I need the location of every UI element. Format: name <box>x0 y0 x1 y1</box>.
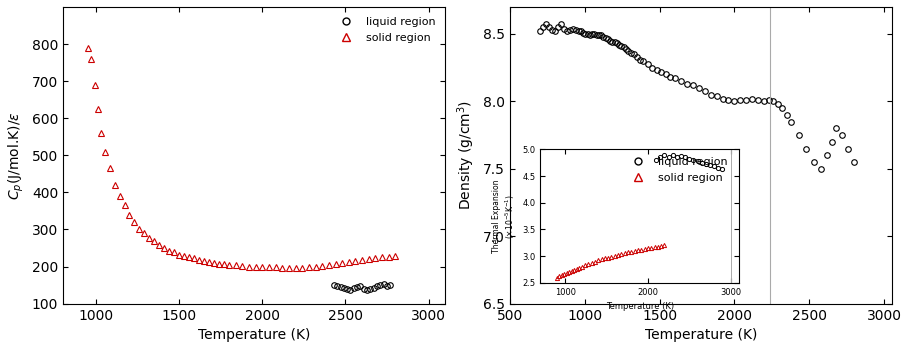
Y-axis label: Density (g/cm$^3$): Density (g/cm$^3$) <box>456 100 477 210</box>
Legend: liquid region, solid region: liquid region, solid region <box>330 13 440 47</box>
X-axis label: Temperature (K): Temperature (K) <box>644 328 757 342</box>
Y-axis label: $C_p$(J/mol.K)/$\varepsilon$: $C_p$(J/mol.K)/$\varepsilon$ <box>7 111 26 200</box>
Legend: liquid region, solid region: liquid region, solid region <box>622 153 732 187</box>
X-axis label: Temperature (K): Temperature (K) <box>197 328 310 342</box>
